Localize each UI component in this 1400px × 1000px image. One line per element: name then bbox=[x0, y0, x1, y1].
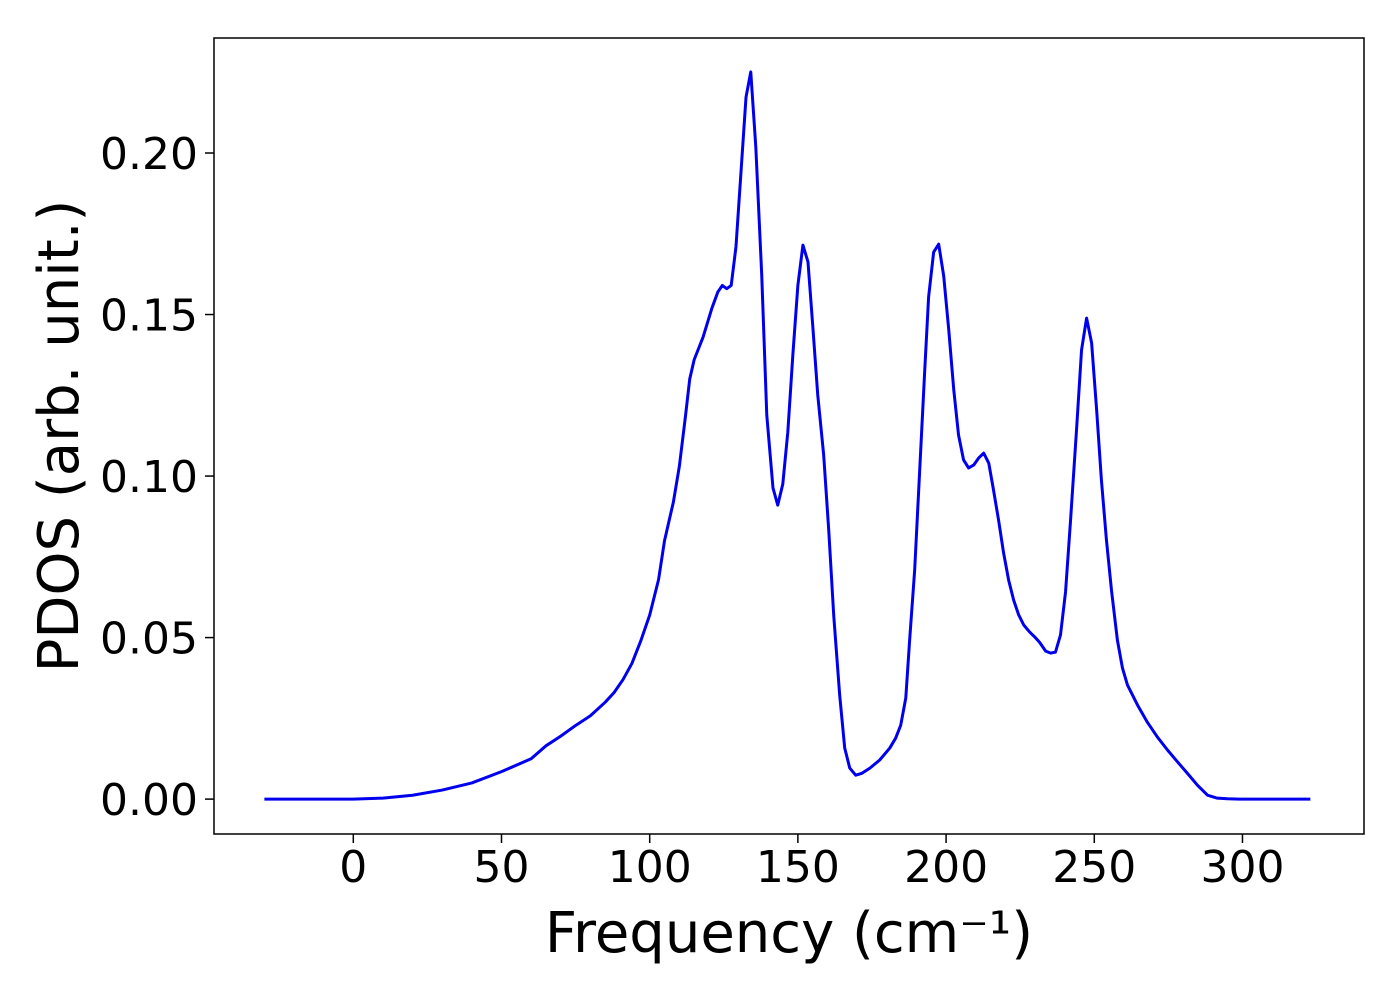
y-tick-label: 0.00 bbox=[100, 775, 198, 826]
y-tick-label: 0.05 bbox=[100, 614, 198, 665]
x-tick-label: 150 bbox=[756, 842, 840, 893]
x-tick-label: 0 bbox=[339, 842, 367, 893]
y-tick-label: 0.20 bbox=[100, 129, 198, 180]
x-axis-label: Frequency (cm⁻¹) bbox=[545, 901, 1033, 966]
line bbox=[264, 70, 1311, 801]
plot-frame bbox=[213, 37, 1365, 835]
x-tick-label: 50 bbox=[474, 842, 530, 893]
x-tick-label: 300 bbox=[1200, 842, 1284, 893]
y-axis-label: PDOS (arb. unit.) bbox=[27, 200, 92, 673]
y-tick-label: 0.10 bbox=[100, 452, 198, 503]
x-tick-label: 100 bbox=[608, 842, 692, 893]
y-tick-label: 0.15 bbox=[100, 291, 198, 342]
x-tick-label: 200 bbox=[904, 842, 988, 893]
x-tick-label: 250 bbox=[1052, 842, 1136, 893]
